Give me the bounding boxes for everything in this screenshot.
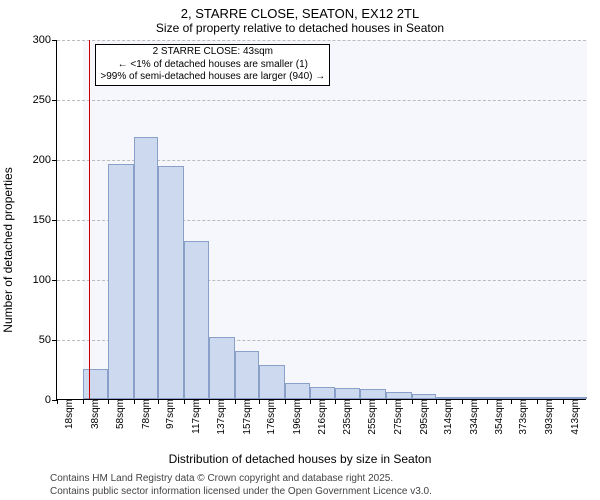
x-tick-mark: [386, 399, 387, 404]
x-tick-label: 58sqm: [111, 399, 126, 429]
y-tick-mark: [52, 100, 57, 101]
x-tick-mark: [511, 399, 512, 404]
x-tick-label: 97sqm: [161, 399, 176, 429]
histogram-bar: [83, 369, 109, 399]
x-tick-label: 255sqm: [363, 399, 378, 435]
x-tick-mark: [134, 399, 135, 404]
x-tick-label: 196sqm: [288, 399, 303, 435]
y-tick-mark: [52, 40, 57, 41]
x-axis-label: Distribution of detached houses by size …: [0, 452, 600, 466]
x-tick-label: 334sqm: [465, 399, 480, 435]
histogram-bar: [209, 337, 235, 399]
x-tick-mark: [462, 399, 463, 404]
x-tick-label: 235sqm: [338, 399, 353, 435]
x-tick-mark: [436, 399, 437, 404]
x-tick-mark: [108, 399, 109, 404]
footer-line1: Contains HM Land Registry data © Crown c…: [50, 472, 432, 485]
histogram-bar: [259, 365, 285, 399]
x-tick-mark: [310, 399, 311, 404]
x-tick-label: 295sqm: [415, 399, 430, 435]
plot-area: 2 STARRE CLOSE: 43sqm ← <1% of detached …: [56, 40, 586, 400]
x-tick-mark: [209, 399, 210, 404]
histogram-bar: [386, 392, 412, 399]
x-tick-mark: [184, 399, 185, 404]
x-tick-label: 413sqm: [566, 399, 581, 435]
x-tick-mark: [83, 399, 84, 404]
chart-subtitle: Size of property relative to detached ho…: [0, 21, 600, 35]
histogram-bars: [57, 40, 586, 399]
x-tick-label: 275sqm: [389, 399, 404, 435]
y-tick-mark: [52, 220, 57, 221]
x-tick-label: 373sqm: [514, 399, 529, 435]
histogram-bar: [158, 166, 184, 399]
y-axis-label: Number of detached properties: [1, 167, 15, 332]
y-tick-mark: [52, 340, 57, 341]
chart-container: 2, STARRE CLOSE, SEATON, EX12 2TL Size o…: [0, 0, 600, 500]
x-tick-label: 117sqm: [187, 399, 202, 434]
annotation-box: 2 STARRE CLOSE: 43sqm ← <1% of detached …: [95, 44, 330, 86]
x-tick-label: 18sqm: [60, 399, 75, 429]
chart-footer: Contains HM Land Registry data © Crown c…: [50, 472, 432, 498]
y-tick-mark: [52, 160, 57, 161]
x-tick-mark: [235, 399, 236, 404]
x-tick-label: 157sqm: [238, 399, 253, 435]
x-tick-mark: [158, 399, 159, 404]
histogram-bar: [235, 351, 259, 399]
histogram-bar: [134, 137, 158, 399]
x-tick-label: 393sqm: [540, 399, 555, 435]
x-tick-mark: [537, 399, 538, 404]
histogram-bar: [360, 389, 386, 399]
annotation-line2: ← <1% of detached houses are smaller (1): [100, 59, 325, 72]
histogram-bar: [108, 164, 134, 399]
x-tick-label: 314sqm: [439, 399, 454, 435]
x-tick-mark: [57, 399, 58, 404]
x-tick-label: 38sqm: [86, 399, 101, 429]
chart-title: 2, STARRE CLOSE, SEATON, EX12 2TL: [0, 0, 600, 21]
histogram-bar: [335, 388, 361, 399]
annotation-line3: >99% of semi-detached houses are larger …: [100, 71, 325, 84]
x-tick-label: 354sqm: [490, 399, 505, 435]
x-tick-mark: [259, 399, 260, 404]
annotation-line1: 2 STARRE CLOSE: 43sqm: [100, 46, 325, 59]
marker-line: [89, 40, 90, 399]
y-tick-mark: [52, 280, 57, 281]
x-tick-mark: [563, 399, 564, 404]
histogram-bar: [310, 387, 334, 399]
x-tick-mark: [360, 399, 361, 404]
x-tick-mark: [412, 399, 413, 404]
x-tick-label: 176sqm: [262, 399, 277, 435]
histogram-bar: [285, 383, 311, 399]
x-tick-mark: [285, 399, 286, 404]
histogram-bar: [184, 241, 210, 399]
x-tick-mark: [335, 399, 336, 404]
x-tick-mark: [487, 399, 488, 404]
x-tick-label: 78sqm: [137, 399, 152, 429]
x-tick-label: 137sqm: [212, 399, 227, 435]
x-tick-label: 216sqm: [313, 399, 328, 435]
footer-line2: Contains public sector information licen…: [50, 485, 432, 498]
